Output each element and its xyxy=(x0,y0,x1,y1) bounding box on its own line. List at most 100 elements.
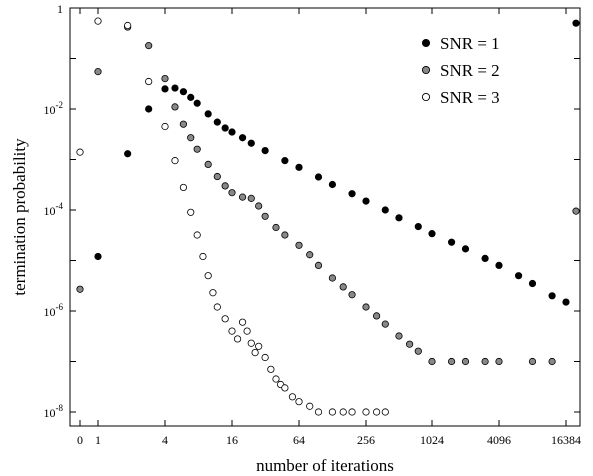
point-series-1 xyxy=(179,88,188,96)
x-tick-label: 0 xyxy=(77,433,83,447)
point-series-2 xyxy=(528,357,537,366)
point-series-3 xyxy=(328,408,337,416)
point-series-2 xyxy=(428,357,436,366)
point-series-3 xyxy=(171,157,179,165)
point-series-2 xyxy=(247,194,255,202)
point-series-3 xyxy=(288,393,297,401)
x-tick-label: 4096 xyxy=(487,433,511,447)
legend-marker xyxy=(421,92,431,102)
x-tick-label: 256 xyxy=(357,433,375,447)
point-series-3 xyxy=(243,327,251,335)
point-series-2 xyxy=(76,285,84,293)
point-series-2 xyxy=(145,42,153,50)
plot-frame xyxy=(69,7,581,427)
point-series-1 xyxy=(314,173,323,181)
point-series-3 xyxy=(272,375,280,383)
point-series-1 xyxy=(572,19,580,27)
point-series-3 xyxy=(209,289,217,297)
point-series-2 xyxy=(481,357,489,366)
point-series-2 xyxy=(447,357,456,366)
point-series-1 xyxy=(94,252,102,261)
point-series-2 xyxy=(255,202,263,210)
point-series-1 xyxy=(395,214,403,222)
x-tick-label: 16 xyxy=(226,433,238,447)
x-tick-label: 1 xyxy=(95,433,101,447)
point-series-3 xyxy=(238,318,247,326)
point-series-1 xyxy=(261,147,269,155)
point-series-3 xyxy=(295,398,303,406)
point-series-3 xyxy=(193,231,201,239)
point-series-1 xyxy=(124,150,132,158)
point-series-2 xyxy=(348,291,356,299)
point-series-2 xyxy=(204,160,212,168)
point-series-1 xyxy=(213,118,221,126)
x-axis-label: number of iterations xyxy=(256,456,394,475)
data-points xyxy=(76,17,580,416)
point-series-1 xyxy=(428,230,436,238)
point-series-1 xyxy=(562,298,570,306)
point-series-3 xyxy=(306,402,314,410)
point-series-2 xyxy=(414,347,422,355)
point-series-3 xyxy=(348,408,356,416)
point-series-3 xyxy=(314,408,323,416)
point-series-3 xyxy=(221,315,229,323)
point-series-1 xyxy=(528,279,537,288)
point-series-3 xyxy=(94,17,102,25)
point-series-2 xyxy=(339,283,347,291)
point-series-2 xyxy=(272,223,280,232)
point-series-3 xyxy=(255,342,263,350)
point-series-3 xyxy=(381,408,389,416)
y-tick-label: 10-6 xyxy=(44,302,64,319)
point-series-3 xyxy=(233,335,242,343)
point-series-2 xyxy=(406,340,414,348)
point-series-2 xyxy=(221,182,229,190)
point-series-1 xyxy=(362,197,370,205)
legend-label: SNR = 2 xyxy=(440,61,500,80)
y-tick-label: 10-4 xyxy=(44,201,64,218)
point-series-3 xyxy=(267,365,275,373)
point-series-2 xyxy=(94,68,102,76)
point-series-2 xyxy=(306,251,314,259)
point-series-3 xyxy=(339,408,347,416)
point-series-1 xyxy=(328,180,337,189)
point-series-2 xyxy=(381,320,389,328)
point-series-3 xyxy=(161,122,169,131)
point-series-1 xyxy=(461,245,470,253)
point-series-1 xyxy=(281,157,289,165)
x-tick-label: 4 xyxy=(162,433,168,447)
point-series-1 xyxy=(187,93,195,101)
point-series-2 xyxy=(461,357,470,366)
point-series-3 xyxy=(204,272,212,280)
point-series-3 xyxy=(281,384,289,392)
x-tick-labels: 0 1 4 16 64 256 1024 4096 16384 xyxy=(77,433,581,447)
y-tick-label: 1 xyxy=(57,2,63,16)
point-series-1 xyxy=(247,139,255,147)
point-series-2 xyxy=(572,207,580,215)
point-series-1 xyxy=(171,84,179,92)
point-series-2 xyxy=(295,241,303,249)
point-series-1 xyxy=(161,85,169,93)
y-axis-label: termination probability xyxy=(10,138,29,296)
point-series-3 xyxy=(213,303,221,311)
point-series-1 xyxy=(514,272,523,280)
point-series-2 xyxy=(548,357,556,366)
point-series-2 xyxy=(179,120,188,128)
point-series-1 xyxy=(228,128,236,136)
point-series-3 xyxy=(179,183,188,192)
point-series-2 xyxy=(328,274,337,282)
axis-ticks xyxy=(70,7,580,426)
point-series-3 xyxy=(362,408,370,416)
point-series-2 xyxy=(314,261,323,269)
point-series-3 xyxy=(247,339,255,347)
point-series-3 xyxy=(261,353,269,362)
legend-marker xyxy=(421,38,431,48)
point-series-3 xyxy=(373,408,381,416)
point-series-1 xyxy=(295,163,303,171)
legend: SNR = 1 SNR = 2 SNR = 3 xyxy=(421,34,500,107)
point-series-1 xyxy=(221,124,229,132)
point-series-1 xyxy=(193,99,201,107)
point-series-2 xyxy=(228,189,236,197)
point-series-2 xyxy=(161,74,169,83)
point-series-1 xyxy=(204,110,212,118)
